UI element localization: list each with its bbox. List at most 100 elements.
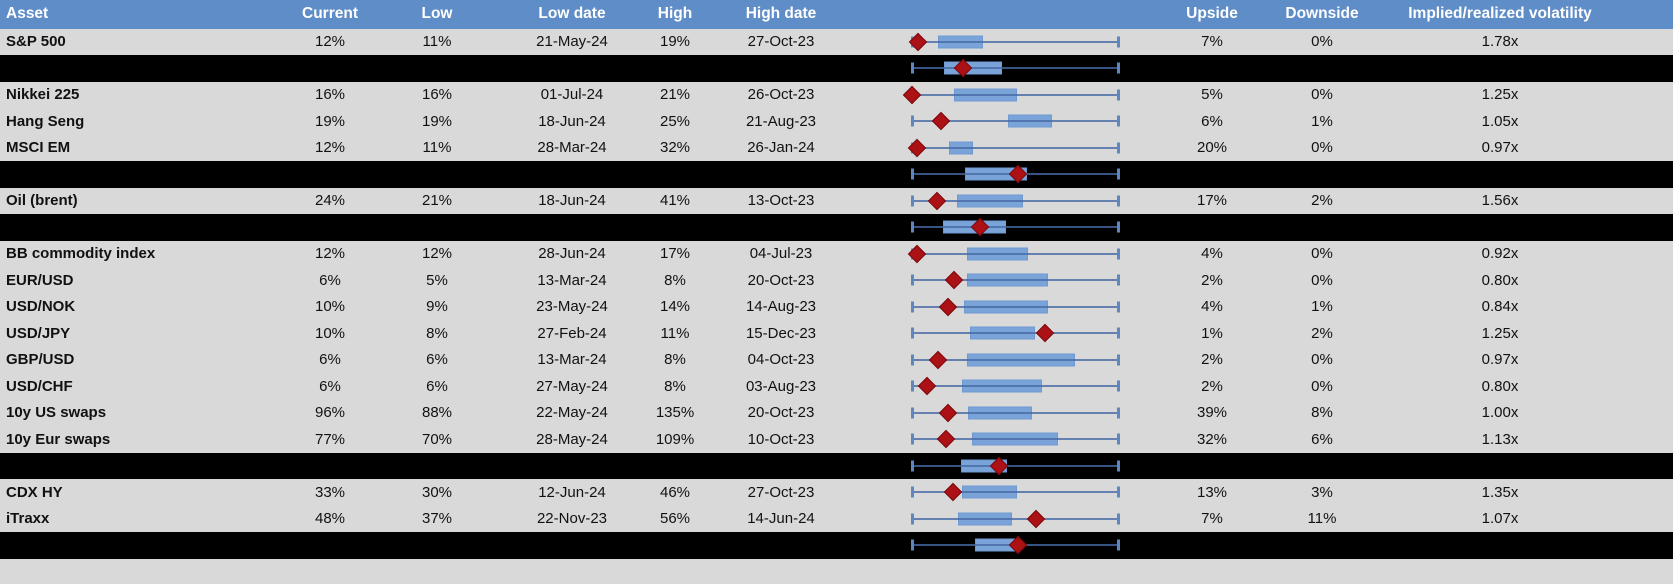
high-vol-cell: 135% xyxy=(655,404,695,422)
downside-cell: 3% xyxy=(1311,483,1333,501)
table-row: USD/CHF 6% 6% 27-May-24 8% 03-Aug-23 2% 0% 0.80x xyxy=(0,373,1673,400)
current-vol-cell: 10% xyxy=(314,298,346,316)
whisker-cap-right xyxy=(1117,195,1120,207)
range-boxplot xyxy=(911,108,1120,135)
implied-realized-cell: 0.97x xyxy=(1481,351,1519,369)
asset-name-cell: USD/NOK xyxy=(6,298,76,316)
whisker-cap-left xyxy=(911,433,914,445)
low-vol-cell: 9% xyxy=(426,298,448,316)
whisker-cap-left xyxy=(911,354,914,366)
whisker-cap-right xyxy=(1117,433,1120,445)
current-marker-diamond xyxy=(928,191,947,210)
high-date-cell: 20-Oct-23 xyxy=(747,271,815,289)
upside-cell: 20% xyxy=(1196,139,1228,157)
whisker-cap-right xyxy=(1117,460,1120,472)
current-vol-cell: 6% xyxy=(319,271,341,289)
table-row: CDX HY 33% 30% 12-Jun-24 46% 27-Oct-23 13% 3% 1.… xyxy=(0,479,1673,506)
range-boxplot xyxy=(911,479,1120,506)
high-vol-cell: 14% xyxy=(659,298,691,316)
asset-name-cell: 10y Eur swaps xyxy=(6,430,111,448)
current-marker-diamond xyxy=(943,483,963,502)
range-chart-cell xyxy=(862,29,1168,56)
range-chart-cell xyxy=(862,506,1168,533)
low-date-cell: 28-Jun-24 xyxy=(538,245,606,263)
range-boxplot xyxy=(911,453,1120,480)
whisker-line xyxy=(912,305,1118,308)
high-vol-cell: 21% xyxy=(659,86,691,104)
whisker-cap-right xyxy=(1117,115,1120,127)
whisker-cap-left xyxy=(911,513,914,525)
low-date-cell: 27-May-24 xyxy=(536,377,608,395)
current-marker-diamond xyxy=(928,350,948,369)
implied-realized-cell: 1.00x xyxy=(1481,404,1519,422)
asset-name-cell: GBP/USD xyxy=(6,351,75,369)
column-header-current: Current xyxy=(302,5,358,23)
high-date-cell: 13-Oct-23 xyxy=(747,192,815,210)
high-vol-cell: 11% xyxy=(660,324,690,342)
range-boxplot xyxy=(911,55,1120,82)
current-marker-diamond xyxy=(917,377,936,396)
asset-name-cell: USD/JPY xyxy=(6,324,71,342)
range-boxplot xyxy=(909,29,1120,56)
whisker-line xyxy=(912,252,1118,255)
range-chart-cell xyxy=(862,267,1168,294)
table-row: 10y Eur swaps 77% 70% 28-May-24 109% 10-Oct-2… xyxy=(0,426,1673,453)
asset-name-cell: BB commodity index xyxy=(6,245,156,263)
column-header-high: High xyxy=(657,5,693,23)
whisker-cap-right xyxy=(1117,274,1120,286)
low-vol-cell: 16% xyxy=(421,86,453,104)
table-body: S&P 500 12% 11% 21-May-24 19% 27-Oct-23 7% 0% 1.… xyxy=(0,28,1673,562)
table-row: iTraxx 48% 37% 22-Nov-23 56% 14-Jun-24 7% 11% 1.… xyxy=(0,505,1673,533)
downside-cell: 0% xyxy=(1311,245,1333,263)
column-header-low: Low xyxy=(421,5,453,23)
low-date-cell: 13-Mar-24 xyxy=(537,351,607,369)
low-vol-cell: 30% xyxy=(421,483,453,501)
range-chart-cell xyxy=(862,135,1168,162)
range-boxplot xyxy=(911,320,1120,347)
upside-cell: 1% xyxy=(1201,324,1223,342)
current-marker-diamond xyxy=(902,85,922,104)
table-row: EUR/USD 6% 5% 13-Mar-24 8% 20-Oct-23 2% 0% 0.80x xyxy=(0,267,1673,294)
implied-realized-cell: 1.13x xyxy=(1481,430,1519,448)
current-marker-diamond xyxy=(931,112,951,131)
table-row: BB commodity index 12% 12% 28-Jun-24 17% 04-J… xyxy=(0,240,1673,268)
whisker-line xyxy=(912,517,1118,520)
column-header-high-date: High date xyxy=(745,5,817,23)
high-date-cell: 03-Aug-23 xyxy=(745,377,817,395)
low-date-cell: 22-Nov-23 xyxy=(536,510,608,528)
column-header-low-date: Low date xyxy=(538,5,606,23)
upside-cell: 4% xyxy=(1201,298,1223,316)
implied-realized-cell: 1.35x xyxy=(1481,483,1519,501)
whisker-line xyxy=(912,279,1118,282)
high-vol-cell: 19% xyxy=(659,33,691,51)
low-vol-cell: 12% xyxy=(421,245,453,263)
high-vol-cell: 8% xyxy=(664,271,686,289)
current-marker-diamond xyxy=(945,271,964,290)
high-vol-cell: 56% xyxy=(659,510,691,528)
range-boxplot xyxy=(907,241,1120,268)
table-row: GBP/USD 6% 6% 13-Mar-24 8% 04-Oct-23 2% 0% 0.97x xyxy=(0,346,1673,373)
low-date-cell: 22-May-24 xyxy=(536,404,608,422)
whisker-cap-left xyxy=(911,168,914,180)
whisker-cap-left xyxy=(911,221,914,233)
current-vol-cell: 19% xyxy=(314,112,346,130)
whisker-line xyxy=(912,93,1118,96)
column-header-downside: Downside xyxy=(1285,5,1359,23)
range-chart-cell xyxy=(862,188,1168,215)
low-date-cell: 18-Jun-24 xyxy=(538,192,606,210)
aggregate-row xyxy=(0,55,1673,82)
whisker-cap-right xyxy=(1117,248,1120,260)
whisker-cap-right xyxy=(1117,168,1120,180)
current-marker-diamond xyxy=(939,297,958,316)
low-vol-cell: 5% xyxy=(426,271,448,289)
current-vol-cell: 24% xyxy=(314,192,346,210)
high-date-cell: 15-Dec-23 xyxy=(745,324,817,342)
low-vol-cell: 8% xyxy=(426,324,448,342)
current-vol-cell: 33% xyxy=(314,483,346,501)
upside-cell: 6% xyxy=(1201,112,1223,130)
whisker-cap-right xyxy=(1117,407,1120,419)
range-chart-cell xyxy=(862,320,1168,347)
aggregate-row xyxy=(0,452,1673,480)
upside-cell: 39% xyxy=(1196,404,1228,422)
current-vol-cell: 48% xyxy=(314,510,346,528)
